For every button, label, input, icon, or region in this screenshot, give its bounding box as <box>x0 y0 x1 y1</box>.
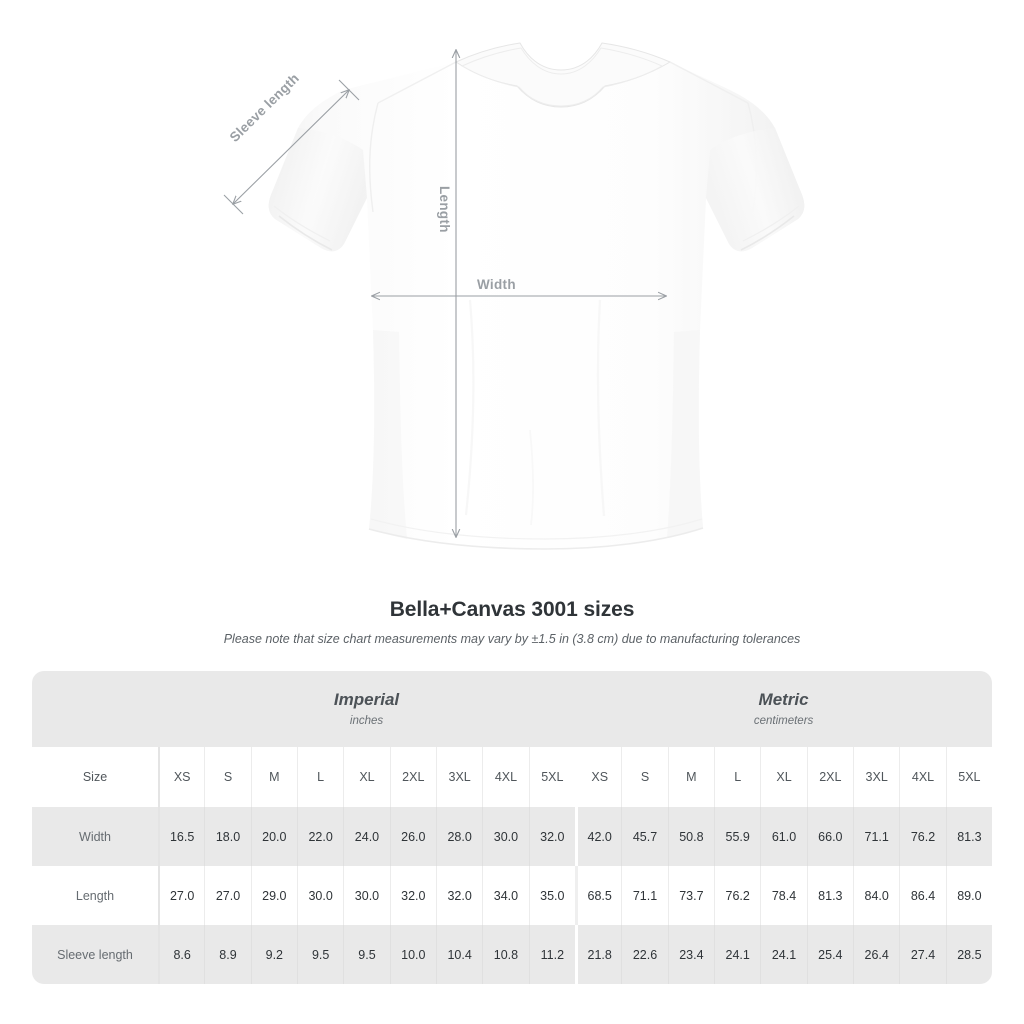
table-row: Sleeve length 8.6 8.9 9.2 9.5 9.5 10.0 10.4 10.8… <box>32 925 993 984</box>
width-label: Width <box>477 277 516 292</box>
unit-name: Imperial <box>333 690 400 709</box>
measurement-cell: 28.5 <box>945 925 993 984</box>
measurement-cell: 28.0 <box>435 807 483 866</box>
measurement-cell: 35.0 <box>528 866 576 925</box>
size-header-cell: XL <box>760 747 807 807</box>
measurement-cell: 76.2 <box>714 866 761 925</box>
row-label-length: Length <box>32 866 158 925</box>
measurement-cell: 24.1 <box>714 925 761 984</box>
row-label-width: Width <box>32 807 158 866</box>
measurement-cell: 27.4 <box>899 925 946 984</box>
measurement-cell: 30.0 <box>343 866 390 925</box>
measurement-cell: 20.0 <box>250 807 297 866</box>
measurement-cell: 10.8 <box>482 925 529 984</box>
measurement-cell: 9.5 <box>343 925 390 984</box>
size-header-cell: 2XL <box>806 747 854 807</box>
row-label-sleeve-length: Sleeve length <box>32 925 158 984</box>
size-header-cell: L <box>714 747 761 807</box>
measurement-cell: 32.0 <box>528 807 576 866</box>
unit-row-spacer <box>32 671 158 747</box>
measurement-cell: 34.0 <box>482 866 529 925</box>
unit-header-row: Imperial inches Metric centimeters <box>32 671 993 747</box>
sleeve-dimension-line <box>233 90 349 204</box>
measurement-cell: 24.1 <box>760 925 807 984</box>
measurement-cell: 45.7 <box>621 807 668 866</box>
measurement-cell: 71.1 <box>853 807 900 866</box>
measurement-cell: 16.5 <box>158 807 205 866</box>
measurement-cell: 26.4 <box>853 925 900 984</box>
measurement-cell: 30.0 <box>296 866 344 925</box>
size-header-cell: M <box>250 747 297 807</box>
size-header-cell: XL <box>343 747 390 807</box>
size-column-header: Size <box>32 747 158 807</box>
size-header-cell: 3XL <box>853 747 900 807</box>
measurement-cell: 27.0 <box>158 866 205 925</box>
dimension-lines <box>223 50 666 537</box>
measurement-cell: 10.4 <box>435 925 483 984</box>
size-header-cell: 4XL <box>482 747 529 807</box>
size-header-cell: 3XL <box>435 747 483 807</box>
measurement-cell: 23.4 <box>667 925 715 984</box>
measurement-cell: 22.6 <box>621 925 668 984</box>
measurement-cell: 61.0 <box>760 807 807 866</box>
measurement-cell: 24.0 <box>343 807 390 866</box>
measurement-cell: 18.0 <box>204 807 251 866</box>
measurement-cell: 42.0 <box>575 807 622 866</box>
size-header-cell: L <box>296 747 344 807</box>
measurement-cell: 86.4 <box>899 866 946 925</box>
measurement-cell: 32.0 <box>435 866 483 925</box>
measurement-cell: 21.8 <box>575 925 622 984</box>
measurement-cell: 22.0 <box>296 807 344 866</box>
measurement-cell: 32.0 <box>389 866 436 925</box>
unit-header-imperial: Imperial inches <box>158 671 576 747</box>
measurement-cell: 68.5 <box>575 866 622 925</box>
size-header-cell: M <box>667 747 715 807</box>
measurement-cell: 29.0 <box>250 866 297 925</box>
measurement-cell: 9.2 <box>250 925 297 984</box>
size-header-cell: 4XL <box>899 747 946 807</box>
measurement-cell: 84.0 <box>853 866 900 925</box>
size-header-cell: 5XL <box>528 747 576 807</box>
measurement-cell: 11.2 <box>528 925 576 984</box>
length-label: Length <box>437 186 452 233</box>
measurement-cell: 9.5 <box>296 925 344 984</box>
tolerance-note: Please note that size chart measurements… <box>223 632 801 646</box>
measurement-cell: 27.0 <box>204 866 251 925</box>
table-row: Length 27.0 27.0 29.0 30.0 30.0 32.0 32.0 34.0 35… <box>32 866 993 925</box>
size-chart-table: Imperial inches Metric centimeters Size XS S M L… <box>32 671 993 984</box>
measurement-cell: 81.3 <box>945 807 993 866</box>
title-block: Bella+Canvas 3001 sizes Please note that… <box>0 596 1024 647</box>
size-chart-table-container: Imperial inches Metric centimeters Size XS S M L… <box>32 671 993 984</box>
measurement-cell: 55.9 <box>714 807 761 866</box>
measurement-cell: 81.3 <box>806 866 854 925</box>
measurement-cell: 10.0 <box>389 925 436 984</box>
measurement-cell: 25.4 <box>806 925 854 984</box>
tshirt-illustration: Sleeve length Length Width <box>223 42 805 550</box>
size-header-cell: S <box>204 747 251 807</box>
measurement-cell: 30.0 <box>482 807 529 866</box>
measurement-cell: 71.1 <box>621 866 668 925</box>
size-header-cell: XS <box>575 747 622 807</box>
unit-subtitle: centimeters <box>753 715 814 727</box>
size-header-row: Size XS S M L XL 2XL 3XL 4XL 5XL XS S M L XL 2XL 3XL 4XL 5… <box>32 747 993 807</box>
size-header-cell: XS <box>158 747 205 807</box>
size-header-cell: 2XL <box>389 747 436 807</box>
measurement-cell: 26.0 <box>389 807 436 866</box>
unit-name: Metric <box>758 690 809 709</box>
measurement-cell: 89.0 <box>945 866 993 925</box>
measurement-cell: 73.7 <box>667 866 715 925</box>
measurement-cell: 8.9 <box>204 925 251 984</box>
size-header-cell: 5XL <box>945 747 993 807</box>
table-row: Width 16.5 18.0 20.0 22.0 24.0 26.0 28.0 30.0 32.… <box>32 807 993 866</box>
unit-subtitle: inches <box>349 715 384 727</box>
size-header-cell: S <box>621 747 668 807</box>
measurement-cell: 78.4 <box>760 866 807 925</box>
measurement-cell: 50.8 <box>667 807 715 866</box>
unit-header-metric: Metric centimeters <box>575 671 993 747</box>
measurement-cell: 8.6 <box>158 925 205 984</box>
page-title: Bella+Canvas 3001 sizes <box>389 598 635 621</box>
measurement-cell: 66.0 <box>806 807 854 866</box>
measurement-cell: 76.2 <box>899 807 946 866</box>
tshirt-diagram <box>223 42 805 550</box>
